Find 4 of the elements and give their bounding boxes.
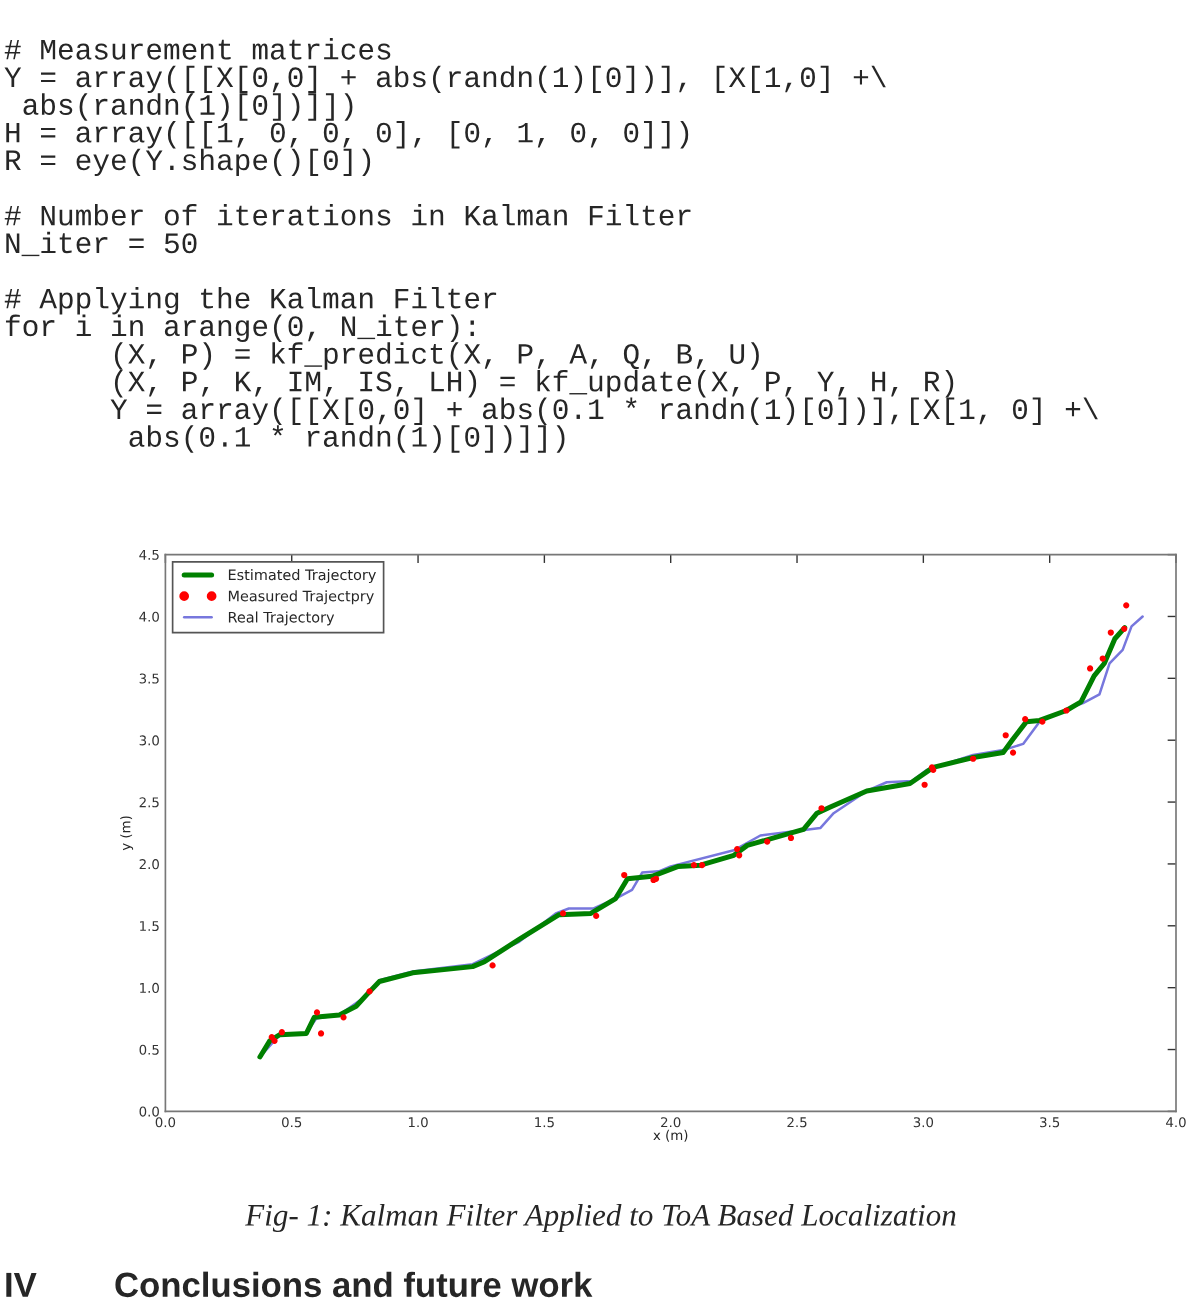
text: Conclusions and future work <box>115 1271 593 1298</box>
text: Fig- 1: Kalman Filter Applied to ToA Based Localization <box>245 1203 956 1233</box>
text: IV <box>6 1272 37 1297</box>
text: # Measurement matrices Y = array([[X[0,0] + abs(randn(1)[0])], [X[1,0] +\ abs(randn(1)[0])]]) H = array([[1, 0, 0, 0], [0, 1, 0, 0]]) R = eye(Y.shape()[0]) # Number of iterations in Kalman Filter N_iter = 50 # Applying the Kalman Filter for i in arange(0, N_iter): (X, P) = kf_predict(X, P, A, Q, B, U) (X, P, K, IM, IS, LH) = kf_update(X, P, Y, H, R) Y = array([[X[0,0] + abs(0.1 * randn(1)[0])],[X[1, 0] +\ abs(0.1 * randn(1)[0])]]) <box>4 38 1098 453</box>
